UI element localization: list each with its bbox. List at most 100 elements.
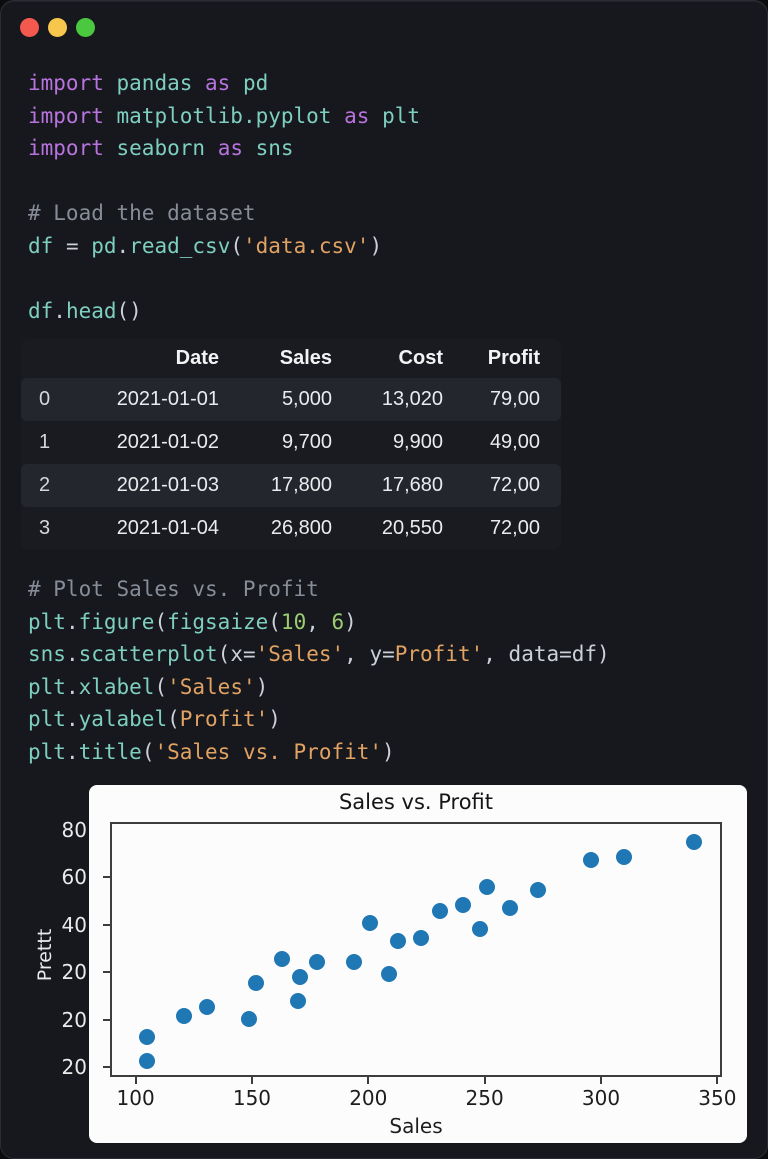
scatter-point <box>241 1011 258 1027</box>
scatter-point <box>380 966 397 982</box>
x-axis-tick-mark <box>599 1077 602 1084</box>
scatter-point <box>471 921 488 937</box>
scatter-point <box>583 852 600 868</box>
table-cell: 17,800 <box>270 474 332 496</box>
x-axis-tick-label: 300 <box>581 1086 621 1110</box>
table-cell: 2021-01-02 <box>116 431 219 453</box>
code-line: df.head() <box>28 298 142 323</box>
x-axis-tick-mark <box>716 1077 719 1084</box>
code-line: df = pd.read_csv('data.csv') <box>28 233 383 258</box>
dataframe-table: Date Sales Cost Profit 0 2021-01-01 5,000 13,02… <box>21 339 561 550</box>
y-axis-label: Prettt <box>34 928 56 982</box>
scatter-point <box>346 954 362 970</box>
scatter-point <box>292 969 309 985</box>
scatter-point <box>390 933 407 949</box>
scatter-point <box>248 975 265 991</box>
table-cell: 2021-01-03 <box>116 474 219 496</box>
scatter-point <box>138 1029 155 1045</box>
table-cell: 79,00 <box>489 388 540 410</box>
y-axis-tick-mark <box>103 971 110 974</box>
table-header-cell: Profit <box>487 347 540 369</box>
code-line: plt.xlabel('Sales') <box>28 674 269 699</box>
table-cell: 0 <box>39 388 51 410</box>
y-axis-tick-mark <box>103 876 110 879</box>
x-axis-tick-label: 100 <box>116 1086 155 1110</box>
scatter-point <box>685 834 702 850</box>
scatter-point <box>273 951 290 967</box>
scatter-point <box>432 903 449 919</box>
code-line <box>28 165 420 198</box>
table-cell: 9,700 <box>281 431 332 453</box>
code-line: plt.title('Sales vs. Profit') <box>28 739 395 764</box>
table-header-cell: Cost <box>398 347 443 369</box>
y-axis-tick-mark <box>103 1066 110 1068</box>
x-axis-tick-label: 250 <box>465 1086 504 1110</box>
table-cell: 3 <box>39 517 51 539</box>
table-cell: 5,000 <box>281 388 332 410</box>
scatter-point <box>478 879 495 895</box>
code-line <box>28 262 420 295</box>
table-row: 1 2021-01-02 9,700 9,900 49,00 <box>21 421 561 464</box>
x-axis-tick-label: 350 <box>698 1086 737 1110</box>
table-cell: 2021-01-01 <box>116 388 219 410</box>
scatter-point <box>290 993 307 1009</box>
x-axis-tick-mark <box>483 1077 486 1084</box>
window-controls <box>20 18 95 37</box>
x-axis-label: Sales <box>389 1114 443 1138</box>
zoom-button[interactable] <box>76 18 95 37</box>
code-line: # Load the dataset <box>28 201 256 225</box>
code-line: import seaborn as sns <box>28 136 294 160</box>
y-axis-tick-label: 60 <box>61 865 87 890</box>
table-header-cell: Date <box>175 347 219 369</box>
x-axis-tick-label: 150 <box>232 1086 272 1110</box>
code-line: import pandas as pd <box>28 71 269 95</box>
code-line: plt.yalabel(Profit') <box>28 707 281 731</box>
minimize-button[interactable] <box>48 18 67 37</box>
chart-figure: 80 60 40 20 20 20 Prettt Sales vs. Profit 100… <box>1 785 767 1158</box>
table-cell: 13,020 <box>381 388 443 410</box>
plot-area <box>110 822 722 1077</box>
y-axis-tick-label: 20 <box>61 1007 87 1032</box>
scatter-point <box>199 999 216 1015</box>
table-cell: 9,900 <box>392 431 443 453</box>
table-cell: 17,680 <box>381 474 443 496</box>
table-cell: 49,00 <box>489 431 540 453</box>
scatter-point <box>176 1008 193 1024</box>
y-axis-tick-label: 40 <box>61 912 87 937</box>
x-axis-tick-label: 200 <box>349 1086 388 1110</box>
scatter-point <box>615 849 632 865</box>
chart-title: Sales vs. Profit <box>338 790 494 814</box>
x-axis-tick-mark <box>134 1077 137 1084</box>
y-axis-tick-mark <box>103 923 110 926</box>
table-cell: 20,550 <box>381 517 443 539</box>
table-header-cell: Sales <box>279 347 332 369</box>
table-cell: 72,00 <box>489 474 540 496</box>
x-axis-tick-mark <box>367 1077 370 1084</box>
code-block-top: import pandas as pd import matplotlib.pyp… <box>28 67 420 327</box>
y-axis-tick-label: 20 <box>61 1055 87 1079</box>
scatter-point <box>529 882 546 898</box>
table-row: 3 2021-01-04 26,800 20,550 72,00 <box>21 507 561 550</box>
y-axis-tick-label: 20 <box>61 960 87 985</box>
code-line: plt.figure(figsaize(10, 6) <box>28 609 357 634</box>
scatter-point <box>455 897 472 913</box>
table-cell: 72,00 <box>489 517 540 539</box>
chart-panel: Sales vs. Profit 100 150 200 250 300 350 Sale… <box>89 785 747 1143</box>
code-line: import matplotlib.pyplot as plt <box>28 103 420 128</box>
table-header-row: Date Sales Cost Profit <box>21 339 561 378</box>
code-block-bottom: # Plot Sales vs. Profit plt.figure(figsai… <box>28 573 610 768</box>
code-line: # Plot Sales vs. Profit <box>28 577 319 601</box>
scatter-point <box>308 954 325 970</box>
close-button[interactable] <box>20 18 39 37</box>
y-axis-tick-mark <box>103 1018 110 1021</box>
table-cell: 2021-01-04 <box>116 517 219 539</box>
x-axis-tick-mark <box>250 1077 253 1084</box>
table-row: 0 2021-01-01 5,000 13,020 79,00 <box>21 378 561 421</box>
scatter-point <box>138 1053 155 1069</box>
scatter-point <box>501 900 518 916</box>
table-cell: 2 <box>39 474 51 496</box>
table-row: 2 2021-01-03 17,800 17,680 72,00 <box>21 464 561 507</box>
scatter-point <box>362 915 379 931</box>
table-cell: 1 <box>39 431 51 453</box>
